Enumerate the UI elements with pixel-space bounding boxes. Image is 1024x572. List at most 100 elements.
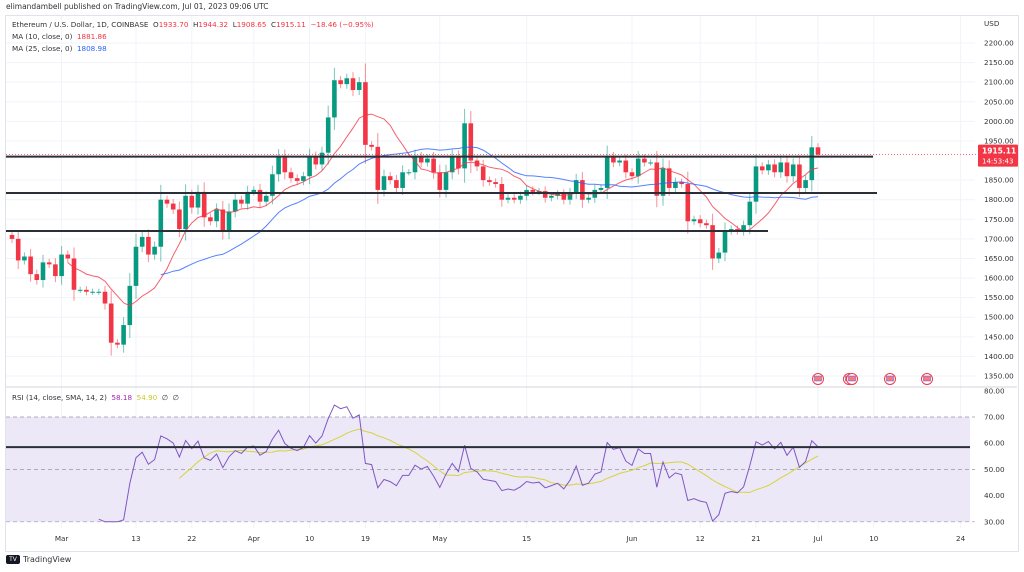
rsi-line xyxy=(98,404,819,523)
publisher-line: elimandambell published on TradingView.c… xyxy=(6,2,269,11)
x-tick-label: Mar xyxy=(55,534,69,543)
candle-body xyxy=(573,180,579,193)
candle-body xyxy=(201,191,207,218)
candle-body xyxy=(319,152,325,165)
price-tick-label: 2150.00 xyxy=(984,58,1014,67)
x-tick-label: 10 xyxy=(869,534,879,543)
candle-body xyxy=(220,209,226,232)
candle-body xyxy=(741,225,746,232)
candle-body xyxy=(350,78,356,91)
candle-body xyxy=(282,156,288,173)
economic-event-flag-icon[interactable] xyxy=(812,373,824,385)
candle-body xyxy=(71,258,77,290)
rsi-extra-2: ∅ xyxy=(172,393,179,402)
open-label: O xyxy=(153,20,159,29)
candle-body xyxy=(685,184,691,222)
candle-body xyxy=(666,168,672,188)
brand-name: TradingView xyxy=(23,555,72,564)
x-tick-label: 13 xyxy=(131,534,140,543)
candle-body xyxy=(394,180,399,188)
candle-body xyxy=(797,164,802,188)
close-value: 1915.11 xyxy=(276,20,306,29)
candle-body xyxy=(288,172,294,179)
candle-body xyxy=(431,158,436,173)
ma25-legend[interactable]: MA (25, close, 0) 1808.98 xyxy=(12,44,107,53)
candle-body xyxy=(487,180,492,183)
candle-body xyxy=(406,172,412,174)
price-tick-label: 1850.00 xyxy=(984,176,1014,185)
price-tick-label: 1500.00 xyxy=(984,313,1014,322)
candle-body xyxy=(778,162,784,173)
candle-body xyxy=(456,156,461,169)
change-value: −18.46 (−0.95%) xyxy=(310,20,374,29)
candle-body xyxy=(642,158,647,163)
candle-body xyxy=(766,164,771,171)
candle-body xyxy=(146,236,151,255)
candle-body xyxy=(480,166,486,181)
candle-body xyxy=(530,189,536,192)
ma25-value: 1808.98 xyxy=(76,44,107,53)
candle-body xyxy=(214,209,219,222)
candle-body xyxy=(505,197,511,200)
candle-body xyxy=(363,82,368,145)
economic-event-flag-icon[interactable] xyxy=(884,373,896,385)
candle-body xyxy=(344,78,350,85)
x-tick-label: 21 xyxy=(751,534,760,543)
candle-body xyxy=(716,252,722,259)
candle-body xyxy=(412,156,418,173)
ma10-legend[interactable]: MA (10, close, 0) 1881.86 xyxy=(12,32,107,41)
candle-body xyxy=(263,195,269,202)
candle-body xyxy=(598,187,604,190)
candle-body xyxy=(46,262,52,265)
candle-body xyxy=(549,195,554,198)
candle-body xyxy=(152,246,157,255)
candle-body xyxy=(270,174,275,196)
candle-body xyxy=(660,168,666,196)
candle-body xyxy=(784,162,790,177)
last-price-text: 1915.11 xyxy=(982,147,1016,156)
candle-body xyxy=(77,289,83,291)
candle-body xyxy=(313,156,319,165)
candle-body xyxy=(443,172,449,190)
low-label: L xyxy=(232,20,237,29)
price-tick-label: 1400.00 xyxy=(984,352,1014,361)
rsi-extra-1: ∅ xyxy=(161,393,169,402)
rsi-label: RSI (14, close, SMA, 14, 2) xyxy=(12,393,107,402)
currency-label: USD xyxy=(984,19,1000,28)
last-price-tag xyxy=(978,144,1018,167)
price-tick-label: 1600.00 xyxy=(984,274,1014,283)
candle-body xyxy=(239,199,244,204)
price-tick-label: 1950.00 xyxy=(984,136,1014,145)
candle-body xyxy=(511,197,517,200)
candle-body xyxy=(629,172,635,177)
price-tick-label: 2000.00 xyxy=(984,117,1014,126)
flag-shape xyxy=(814,375,822,382)
economic-event-flag-icon[interactable] xyxy=(921,373,933,385)
economic-event-flag-icon[interactable] xyxy=(846,373,858,385)
rsi-legend[interactable]: RSI (14, close, SMA, 14, 2) 58.18 54.90 … xyxy=(12,393,179,402)
candle-body xyxy=(375,146,381,190)
chart-frame xyxy=(5,15,1019,552)
candle-body xyxy=(462,123,467,169)
candle-body xyxy=(115,342,120,345)
countdown-text: 14:53:43 xyxy=(982,158,1013,166)
rsi-tick-label: 30.00 xyxy=(984,517,1005,526)
candle-body xyxy=(542,191,548,198)
candle-body xyxy=(158,199,164,247)
candle-body xyxy=(679,182,684,185)
candle-body xyxy=(208,217,213,222)
candle-body xyxy=(425,158,430,163)
candle-body xyxy=(139,236,145,247)
rsi-value: 58.18 xyxy=(111,393,133,402)
candle-body xyxy=(580,180,585,200)
footer-brand[interactable]: TV TradingView xyxy=(6,555,71,564)
price-tick-label: 1650.00 xyxy=(984,254,1014,263)
rsi-tick-label: 50.00 xyxy=(984,465,1005,474)
candle-body xyxy=(567,192,573,200)
flag-shape xyxy=(923,375,931,382)
candle-body xyxy=(654,162,660,196)
price-tick-label: 2050.00 xyxy=(984,97,1014,106)
candle-body xyxy=(53,264,58,277)
candle-body xyxy=(673,182,678,188)
